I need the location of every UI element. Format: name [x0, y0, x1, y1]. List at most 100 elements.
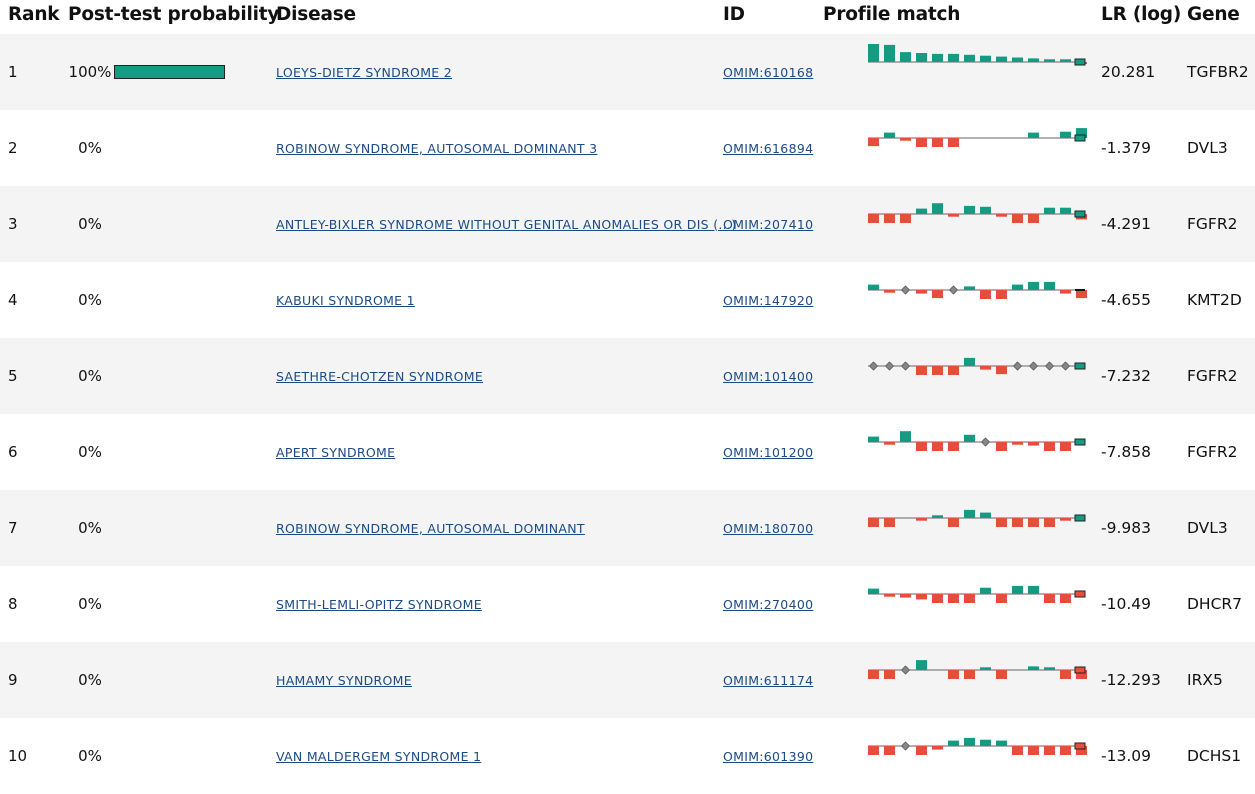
profile-negative-bar — [996, 670, 1007, 679]
id-column-header[interactable]: ID — [723, 4, 745, 25]
rank-value: 1 — [8, 63, 18, 81]
omim-id-link[interactable]: OMIM:147920 — [723, 292, 814, 308]
profile-match-column-header[interactable]: Profile match — [823, 4, 961, 25]
profile-negative-bar — [868, 746, 879, 755]
profile-negative-bar — [980, 290, 991, 299]
lr-value: -13.09 — [1101, 747, 1151, 765]
profile-positive-bar — [964, 205, 975, 214]
disease-cell: KABUKI SYNDROME 1 — [276, 262, 415, 338]
disease-column-header[interactable]: Disease — [276, 4, 356, 25]
gene-column-header[interactable]: Gene — [1187, 4, 1240, 25]
profile-negative-bar — [996, 366, 1007, 375]
profile-summary-box — [1075, 289, 1085, 291]
post-test-probability: 0% — [66, 642, 271, 718]
profile-negative-bar — [884, 670, 895, 679]
profile-summary-box — [1074, 590, 1086, 598]
profile-summary-box — [1074, 210, 1086, 218]
profile-positive-bar — [916, 53, 927, 62]
profile-negative-bar — [1060, 290, 1071, 294]
profile-negative-bar — [932, 366, 943, 375]
omim-id-link[interactable]: OMIM:207410 — [723, 216, 814, 232]
profile-neutral-marker — [948, 285, 959, 295]
rank-column-header[interactable]: Rank — [8, 4, 60, 25]
omim-id-link[interactable]: OMIM:101200 — [723, 444, 814, 460]
profile-negative-bar — [916, 290, 927, 294]
profile-negative-bar — [1060, 746, 1071, 755]
profile-negative-bar — [884, 442, 895, 445]
disease-link[interactable]: APERT SYNDROME — [276, 444, 396, 460]
gene-value: FGFR2 — [1187, 367, 1238, 385]
disease-link[interactable]: ROBINOW SYNDROME, AUTOSOMAL DOMINANT 3 — [276, 140, 598, 156]
profile-negative-bar — [948, 594, 959, 603]
profile-match-sparkline — [866, 270, 1090, 316]
probability-column-header[interactable]: Post-test probability — [68, 4, 280, 25]
profile-match-sparkline — [866, 42, 1090, 88]
lr-column-header[interactable]: LR (log) — [1101, 4, 1182, 25]
profile-negative-bar — [916, 518, 927, 521]
profile-positive-bar — [980, 55, 991, 62]
disease-link[interactable]: VAN MALDERGEM SYNDROME 1 — [276, 748, 482, 764]
disease-link[interactable]: ROBINOW SYNDROME, AUTOSOMAL DOMINANT — [276, 520, 585, 536]
probability-value: 0% — [78, 747, 102, 765]
profile-summary-box — [1074, 666, 1086, 674]
probability-value: 0% — [78, 595, 102, 613]
id-cell: OMIM:147920 — [723, 262, 813, 338]
profile-positive-bar — [948, 53, 959, 62]
omim-id-link[interactable]: OMIM:616894 — [723, 140, 814, 156]
omim-id-link[interactable]: OMIM:180700 — [723, 520, 814, 536]
rank-value: 4 — [8, 291, 18, 309]
profile-summary-box — [1074, 742, 1086, 750]
profile-negative-bar — [948, 138, 959, 147]
gene-value: KMT2D — [1187, 291, 1242, 309]
profile-positive-bar — [884, 44, 895, 62]
probability-value: 0% — [78, 215, 102, 233]
table-row: 6 0% APERT SYNDROME OMIM:101200 -7.858 FGFR2 — [0, 414, 1255, 490]
omim-id-link[interactable]: OMIM:101400 — [723, 368, 814, 384]
profile-neutral-marker — [884, 361, 895, 371]
lr-value: 20.281 — [1101, 63, 1156, 81]
profile-negative-bar — [996, 290, 1007, 299]
omim-id-link[interactable]: OMIM:270400 — [723, 596, 814, 612]
probability-value: 0% — [78, 367, 102, 385]
disease-cell: SMITH-LEMLI-OPITZ SYNDROME — [276, 566, 482, 642]
omim-id-link[interactable]: OMIM:601390 — [723, 748, 814, 764]
profile-negative-bar — [996, 594, 1007, 603]
profile-match-sparkline — [866, 726, 1090, 772]
omim-id-link[interactable]: OMIM:611174 — [723, 672, 814, 688]
disease-link[interactable]: LOEYS-DIETZ SYNDROME 2 — [276, 64, 452, 80]
disease-link[interactable]: KABUKI SYNDROME 1 — [276, 292, 415, 308]
profile-positive-bar — [1044, 207, 1055, 214]
profile-positive-bar — [884, 132, 895, 138]
profile-negative-bar — [916, 594, 927, 600]
disease-link[interactable]: SAETHRE-CHOTZEN SYNDROME — [276, 368, 484, 384]
rank-value: 9 — [8, 671, 18, 689]
profile-positive-bar — [980, 739, 991, 746]
disease-link[interactable]: SMITH-LEMLI-OPITZ SYNDROME — [276, 596, 482, 612]
profile-match-sparkline — [866, 422, 1090, 468]
omim-id-link[interactable]: OMIM:610168 — [723, 64, 814, 80]
table-row: 4 0% KABUKI SYNDROME 1 OMIM:147920 -4.655 KMT… — [0, 262, 1255, 338]
profile-negative-bar — [980, 366, 991, 370]
disease-cell: LOEYS-DIETZ SYNDROME 2 — [276, 34, 452, 110]
id-cell: OMIM:616894 — [723, 110, 813, 186]
gene-value: DHCR7 — [1187, 595, 1243, 613]
probability-value: 0% — [78, 519, 102, 537]
profile-negative-bar — [916, 138, 927, 147]
profile-negative-bar — [932, 594, 943, 603]
gene-value: TGFBR2 — [1187, 63, 1249, 81]
profile-negative-bar — [1028, 518, 1039, 527]
profile-match-chart — [868, 357, 1086, 375]
profile-negative-bar — [964, 670, 975, 679]
disease-cell: SAETHRE-CHOTZEN SYNDROME — [276, 338, 483, 414]
table-row: 3 0% ANTLEY-BIXLER SYNDROME WITHOUT GENITA… — [0, 186, 1255, 262]
profile-positive-bar — [1028, 132, 1039, 138]
profile-match-chart — [868, 660, 1087, 679]
profile-negative-bar — [884, 746, 895, 755]
profile-positive-bar — [900, 431, 911, 442]
probability-value: 0% — [78, 139, 102, 157]
disease-link[interactable]: HAMAMY SYNDROME — [276, 672, 412, 688]
disease-link[interactable]: ANTLEY-BIXLER SYNDROME WITHOUT GENITAL A… — [276, 216, 737, 232]
profile-summary-box — [1074, 514, 1086, 522]
profile-match-sparkline — [866, 194, 1090, 240]
probability-value: 0% — [78, 443, 102, 461]
